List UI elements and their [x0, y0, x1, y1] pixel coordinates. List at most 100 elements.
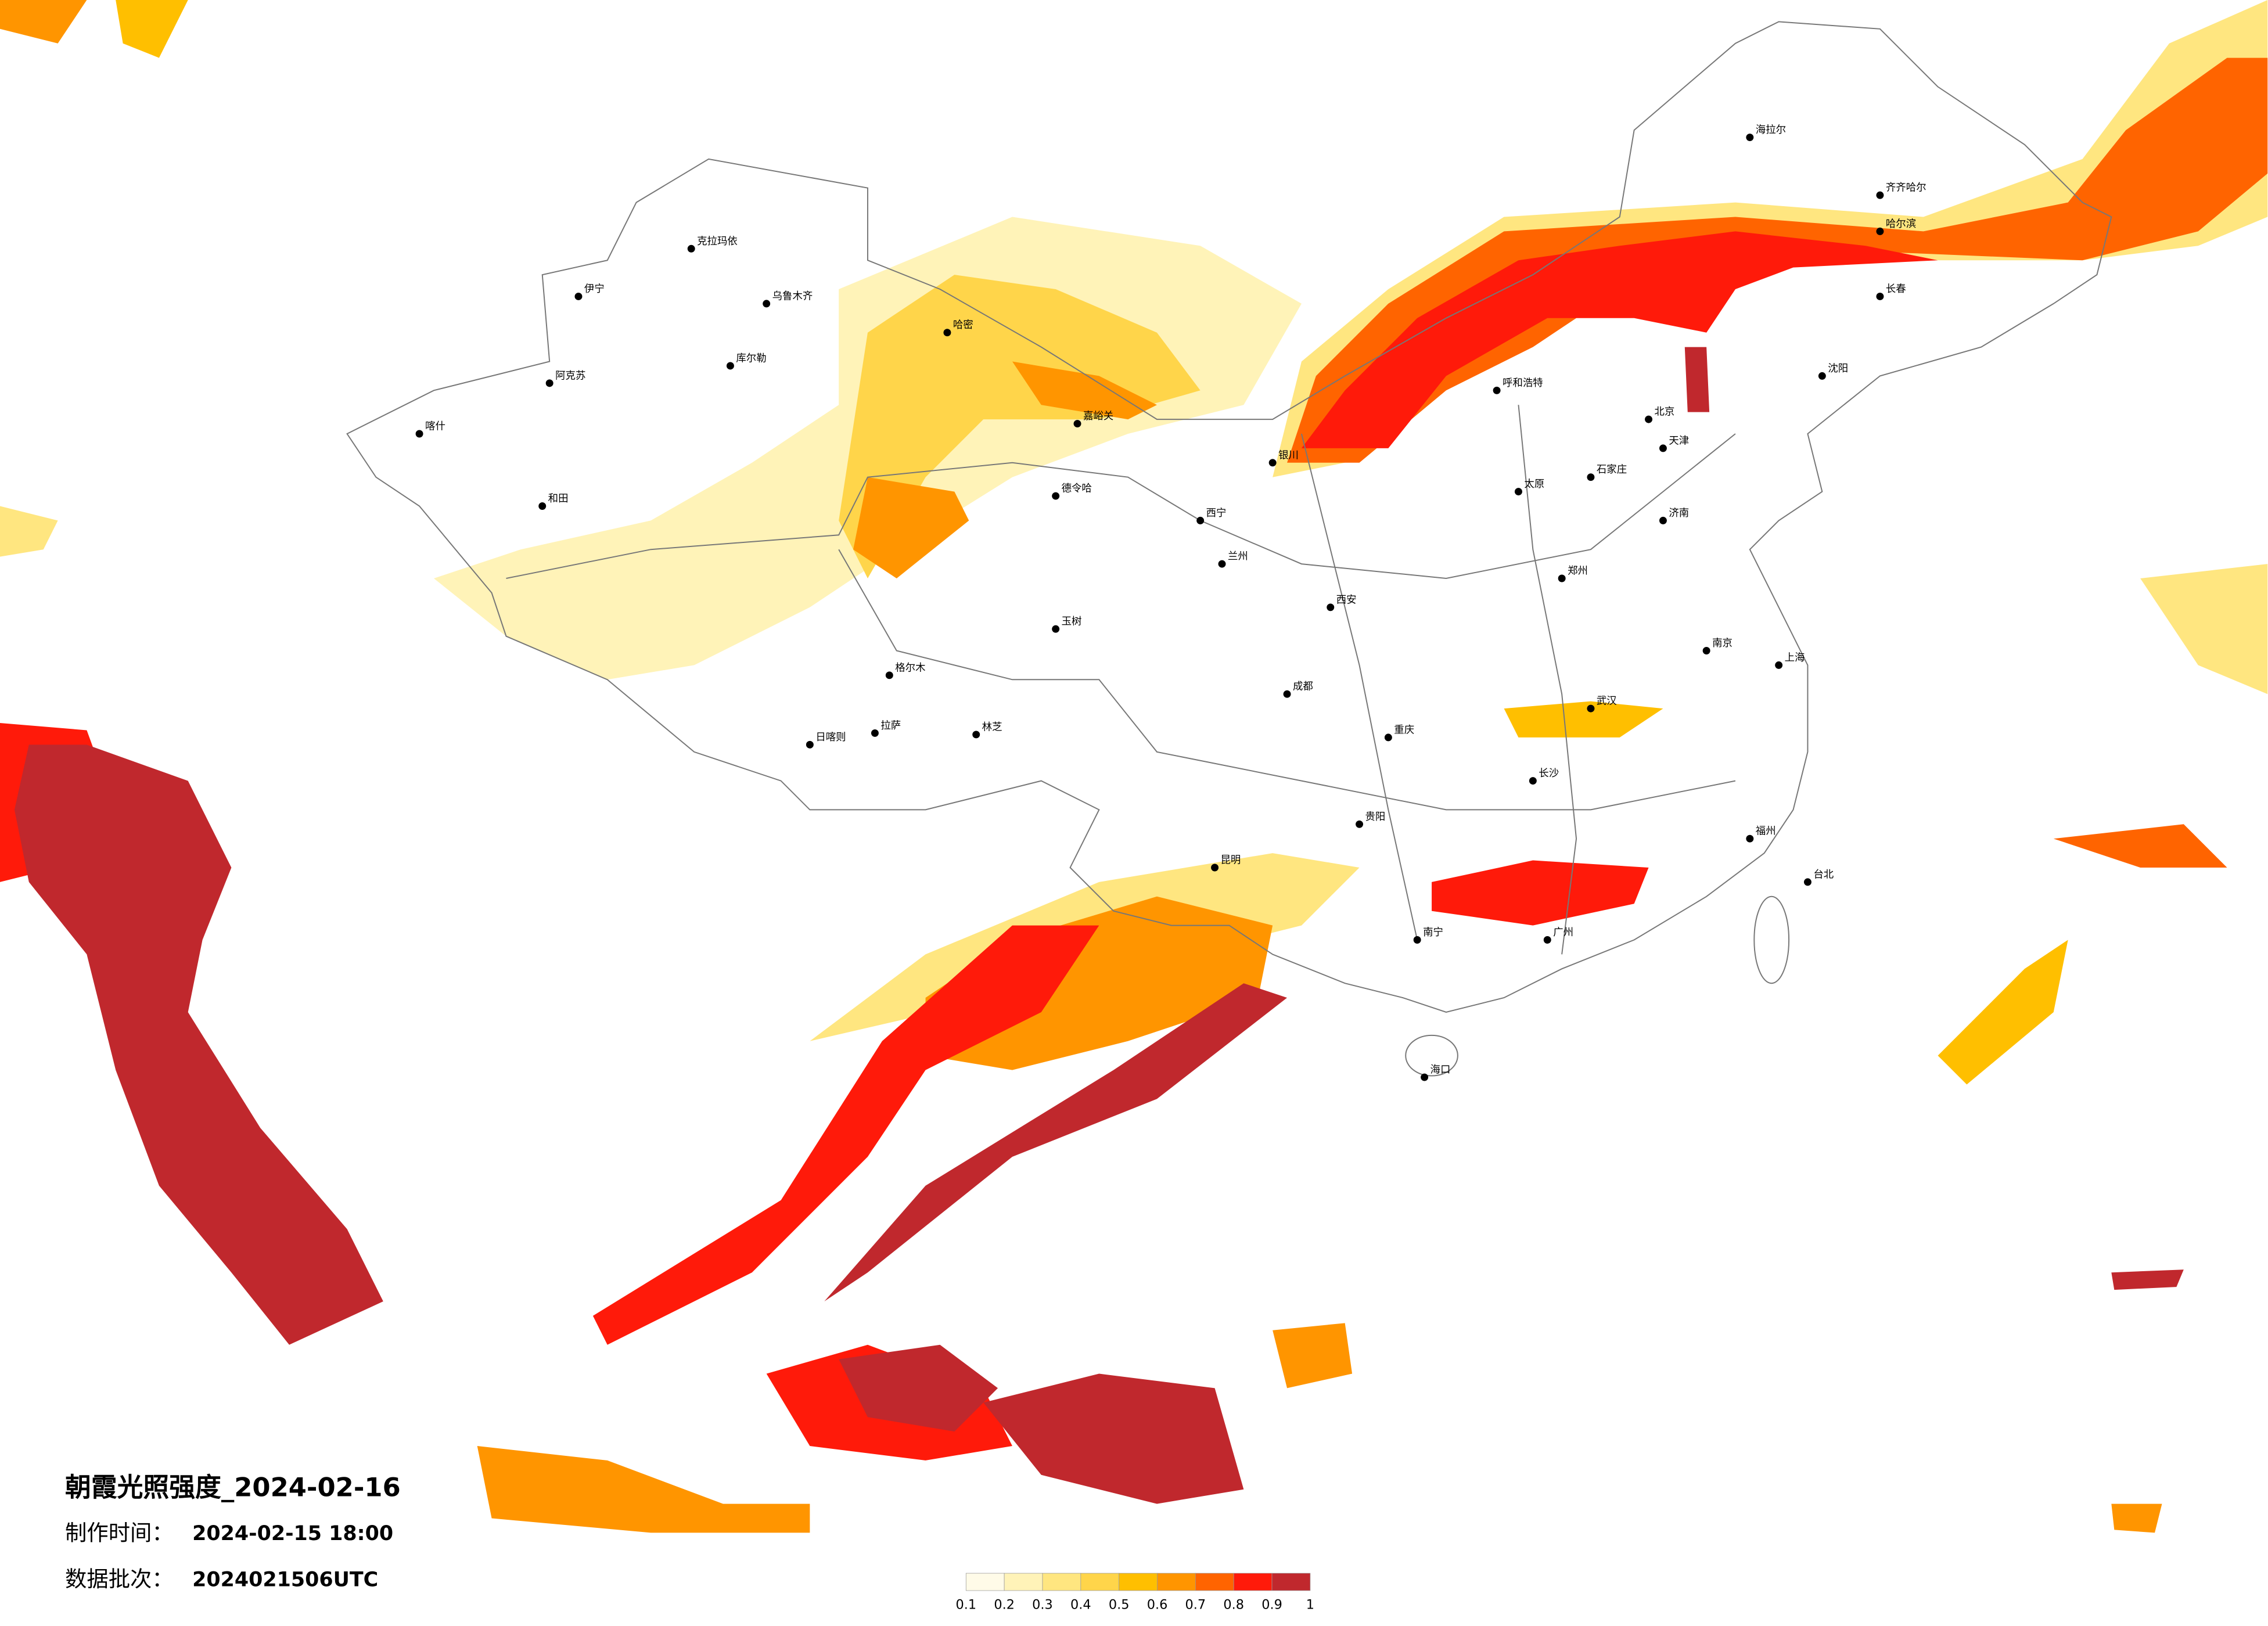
- city-label: 库尔勒: [736, 353, 766, 365]
- city-label: 郑州: [1568, 566, 1588, 577]
- city-dot: [1876, 292, 1884, 300]
- city-label: 喀什: [425, 421, 445, 433]
- legend-swatch: [965, 1573, 1005, 1591]
- city-dot: [763, 300, 771, 308]
- city-dot: [1775, 661, 1783, 669]
- band: [1301, 231, 1938, 448]
- city-label: 嘉峪关: [1083, 411, 1113, 422]
- city-label: 哈密: [953, 319, 973, 331]
- legend: 0.1 0.2 0.3 0.4 0.5 0.6 0.7 0.8 0.9 1: [955, 1573, 1314, 1612]
- cluster: [1273, 1323, 1353, 1388]
- city-dot: [1529, 777, 1537, 785]
- cluster: [477, 1445, 810, 1533]
- city-label: 伊宁: [584, 283, 605, 295]
- city-label: 武汉: [1597, 696, 1617, 707]
- made-time: 2024-02-15 18:00: [192, 1522, 393, 1545]
- legend-swatch: [1195, 1573, 1234, 1591]
- city-dot: [1876, 227, 1884, 235]
- band: [1432, 860, 1649, 926]
- city-label: 北京: [1655, 406, 1675, 418]
- city-label: 拉萨: [880, 720, 901, 732]
- haze: [839, 275, 1201, 578]
- city-label: 上海: [1785, 652, 1805, 664]
- city-dot: [1218, 560, 1226, 568]
- city-dot: [1493, 386, 1501, 394]
- city-dot: [1073, 420, 1081, 428]
- city-dot: [1052, 492, 1060, 500]
- cluster: [839, 1344, 998, 1432]
- legend-swatch: [1080, 1573, 1120, 1591]
- city-dot: [871, 729, 879, 737]
- batch-label: 数据批次：: [65, 1566, 174, 1592]
- city-label: 沈阳: [1828, 363, 1848, 375]
- city-dot: [943, 329, 951, 337]
- city-label: 台北: [1813, 869, 1834, 880]
- city-dot: [1268, 459, 1277, 467]
- city-label: 和田: [548, 493, 569, 505]
- city-dot: [1356, 820, 1364, 828]
- legend-swatch: [1119, 1573, 1158, 1591]
- batch: 2024021506UTC: [192, 1569, 378, 1592]
- city-dot: [1587, 473, 1595, 481]
- city-label: 德令哈: [1062, 483, 1092, 495]
- city-dot: [687, 244, 695, 253]
- patch: [2140, 564, 2268, 695]
- legend-swatch: [1157, 1573, 1196, 1591]
- city-dot: [726, 362, 734, 370]
- patch: [0, 506, 58, 557]
- city-label: 西安: [1336, 594, 1357, 606]
- city-label: 南京: [1712, 638, 1733, 649]
- city-dot: [1283, 690, 1291, 698]
- city-label: 南宁: [1423, 927, 1443, 938]
- city-dot: [1514, 488, 1522, 496]
- city-dot: [1702, 647, 1710, 654]
- legend-tick-label: 0.5: [1109, 1597, 1130, 1612]
- patch: [2111, 1269, 2184, 1290]
- legend-swatch: [1233, 1573, 1273, 1591]
- city-label: 海口: [1430, 1064, 1451, 1076]
- city-label: 贵阳: [1365, 811, 1386, 823]
- city-label: 玉树: [1062, 616, 1082, 628]
- legend-tick-label: 0.9: [1261, 1597, 1282, 1612]
- province-line: [1300, 433, 1418, 940]
- city-dot: [1659, 516, 1667, 524]
- legend-tick-label: 0.2: [994, 1597, 1015, 1612]
- region: [14, 744, 383, 1345]
- city-label: 阿克苏: [555, 370, 585, 382]
- city-dot: [972, 731, 980, 739]
- legend-tick-label: 0.3: [1032, 1597, 1053, 1612]
- city-label: 林芝: [982, 721, 1002, 733]
- city-dot: [1421, 1073, 1429, 1081]
- legend-tick-label: 1: [1306, 1597, 1314, 1612]
- city-dot: [1543, 936, 1551, 944]
- city-dot: [1803, 878, 1811, 886]
- legend-swatch: [1004, 1573, 1043, 1591]
- map-title: 朝霞光照强度_2024-02-16: [65, 1472, 401, 1503]
- patch: [116, 0, 188, 58]
- made-label: 制作时间：: [65, 1520, 174, 1545]
- city-dot: [415, 430, 423, 438]
- city-label: 福州: [1756, 826, 1776, 837]
- legend-tick-label: 0.6: [1147, 1597, 1168, 1612]
- city-dot: [538, 502, 547, 510]
- city-label: 银川: [1278, 449, 1299, 461]
- legend-tick-label: 0.7: [1185, 1597, 1206, 1612]
- city-dot: [1645, 415, 1653, 423]
- boundaries: [346, 21, 2112, 1077]
- city-label: 呼和浩特: [1503, 377, 1543, 389]
- city-dot: [1558, 574, 1566, 582]
- city-dot: [1384, 733, 1392, 742]
- city-dot: [1413, 936, 1421, 944]
- band: [1504, 701, 1663, 738]
- legend-swatch: [1271, 1573, 1311, 1591]
- intensity-field: [0, 0, 2268, 1533]
- city-dot: [574, 292, 583, 300]
- city-label: 克拉玛依: [697, 236, 738, 247]
- city-label: 格尔木: [895, 662, 925, 674]
- city-label: 日喀则: [815, 732, 846, 743]
- city-dot: [885, 671, 893, 679]
- legend-tick-label: 0.1: [955, 1597, 976, 1612]
- patch: [1938, 940, 2068, 1085]
- country-outline: [346, 21, 2112, 1013]
